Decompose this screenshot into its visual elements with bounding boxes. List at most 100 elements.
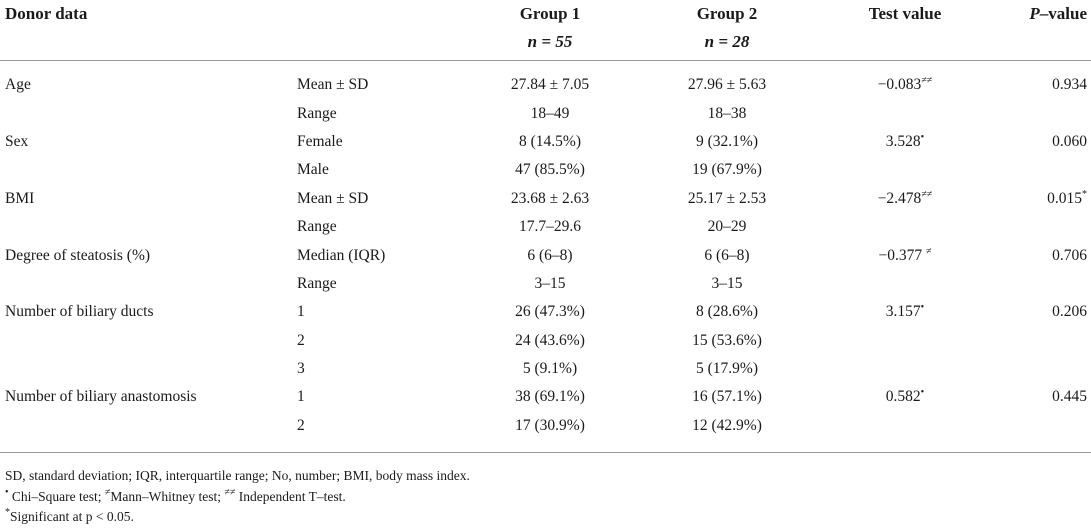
cell-variable: Number of biliary ducts (5, 303, 154, 321)
header-donor-data: Donor data (5, 4, 88, 23)
cell-variable (0, 270, 297, 298)
cell-test-value: −2.478≠≠ (821, 185, 989, 213)
header-row: Donor data Group 1 Group 2 Test value P–… (0, 0, 1091, 32)
t-test-label: Independent T–test. (235, 488, 346, 504)
donor-data-table: Donor data Group 1 Group 2 Test value P–… (0, 0, 1091, 454)
cell-test-value: 3.528• (821, 128, 989, 156)
mann-whitney-mark: ≠ (104, 486, 111, 498)
cell-group-2: 8 (28.6%) (696, 303, 758, 321)
chi-square-label: Chi–Square test; (8, 488, 105, 504)
cell-group-1: 5 (9.1%) (522, 360, 578, 378)
cell-p-value (989, 411, 1091, 454)
cell-group-1: 23.68 ± 2.63 (510, 189, 590, 207)
significance-label: Significant at p < 0.05. (10, 509, 134, 524)
header-group-1: Group 1 (519, 4, 581, 23)
cell-variable: BMI (5, 189, 35, 207)
cell-p-value (989, 156, 1091, 184)
cell-statistic: 1 (297, 388, 305, 406)
table-row: Range 18–49 18–38 (0, 99, 1091, 127)
cell-variable: Age (5, 76, 31, 94)
table-row: Range 17.7–29.6 20–29 (0, 213, 1091, 241)
cell-statistic: Range (297, 104, 337, 122)
test-value-number: −0.083 (877, 76, 922, 94)
test-value-number: −2.478 (877, 189, 922, 207)
cell-variable (0, 99, 297, 127)
group-2-n: n = 28 (704, 32, 750, 51)
table-row: 3 5 (9.1%) 5 (17.9%) (0, 355, 1091, 383)
cell-p-value (989, 355, 1091, 383)
cell-group-1: 27.84 ± 7.05 (510, 76, 590, 94)
cell-statistic: Range (297, 218, 337, 236)
p-value-number: 0.706 (1052, 246, 1087, 264)
table-row: BMI Mean ± SD 23.68 ± 2.63 25.17 ± 2.53 −2.4… (0, 185, 1091, 213)
cell-variable (0, 156, 297, 184)
test-value-number: 0.582 (885, 388, 921, 406)
cell-statistic: 2 (297, 331, 305, 349)
p-value-number: 0.934 (1052, 76, 1087, 94)
test-value-mark: ≠ (926, 245, 932, 257)
table-row: Male 47 (85.5%) 19 (67.9%) (0, 156, 1091, 184)
cell-test-value (821, 99, 989, 127)
test-value-mark: • (920, 131, 925, 143)
cell-group-1: 47 (85.5%) (515, 161, 585, 179)
cell-statistic: Female (297, 132, 343, 150)
p-value-number: 0.445 (1052, 388, 1087, 406)
cell-group-2: 6 (6–8) (704, 246, 750, 264)
test-value-number: 3.157 (885, 303, 921, 321)
cell-variable (0, 327, 297, 355)
cell-statistic: Mean ± SD (297, 76, 369, 94)
table-row: Age Mean ± SD 27.84 ± 7.05 27.96 ± 5.63 −0.0… (0, 61, 1091, 100)
cell-statistic: 3 (297, 360, 305, 378)
cell-group-2: 5 (17.9%) (696, 360, 758, 378)
header-p-value: P–value (989, 0, 1091, 32)
cell-test-value: 0.582• (821, 383, 989, 411)
cell-group-2: 9 (32.1%) (696, 132, 758, 150)
cell-test-value (821, 156, 989, 184)
cell-p-value: 0.060 (989, 128, 1091, 156)
cell-test-value: −0.083≠≠ (821, 61, 989, 100)
cell-statistic: 2 (297, 411, 467, 454)
test-value-mark: ≠≠ (921, 188, 933, 200)
cell-group-2: 16 (57.1%) (692, 388, 762, 406)
cell-group-1: 18–49 (530, 104, 570, 122)
cell-test-value: 3.157• (821, 298, 989, 326)
test-value-number: −0.377 (878, 246, 926, 264)
table-row: Number of biliary ducts 1 26 (47.3%) 8 (28.… (0, 298, 1091, 326)
header-group-2: Group 2 (696, 4, 758, 23)
cell-p-value: 0.706 (989, 241, 1091, 269)
cell-variable: Number of biliary anastomosis (5, 388, 197, 406)
cell-group-2: 25.17 ± 2.53 (687, 189, 767, 207)
cell-group-2: 19 (67.9%) (692, 161, 762, 179)
test-value-mark: • (920, 387, 925, 399)
cell-statistic: Male (297, 161, 329, 179)
cell-group-1: 38 (69.1%) (515, 388, 585, 406)
cell-statistic: Mean ± SD (297, 189, 369, 207)
chi-square-mark: • (5, 486, 9, 498)
cell-group-1: 26 (47.3%) (515, 303, 585, 321)
mann-whitney-label: Mann–Whitney test; (110, 488, 225, 504)
p-value-number: 0.206 (1052, 303, 1087, 321)
cell-statistic: Median (IQR) (297, 246, 386, 264)
cell-variable (0, 355, 297, 383)
table-row: Range 3–15 3–15 (0, 270, 1091, 298)
cell-p-value: 0.015* (989, 185, 1091, 213)
test-value-number: 3.528 (885, 132, 921, 150)
header-p-suffix: –value (1039, 4, 1087, 23)
group-1-n: n = 55 (527, 32, 573, 51)
cell-p-value: 0.934 (989, 61, 1091, 100)
cell-group-2: 12 (42.9%) (633, 411, 821, 454)
t-test-mark: ≠≠ (224, 486, 236, 498)
cell-group-1: 17.7–29.6 (519, 218, 581, 236)
table-row: 2 17 (30.9%) 12 (42.9%) (0, 411, 1091, 454)
cell-group-1: 17 (30.9%) (467, 411, 633, 454)
table-row: Sex Female 8 (14.5%) 9 (32.1%) 3.528• 0.060 (0, 128, 1091, 156)
footnote-significance: *Significant at p < 0.05. (5, 507, 470, 528)
table-body: Age Mean ± SD 27.84 ± 7.05 27.96 ± 5.63 −0.0… (0, 61, 1091, 454)
cell-group-2: 3–15 (711, 274, 743, 292)
test-value-mark: • (920, 302, 925, 314)
cell-test-value (821, 270, 989, 298)
header-n-row: n = 55 n = 28 (0, 32, 1091, 61)
cell-group-1: 3–15 (534, 274, 566, 292)
header-blank (297, 0, 467, 32)
cell-p-value (989, 213, 1091, 241)
